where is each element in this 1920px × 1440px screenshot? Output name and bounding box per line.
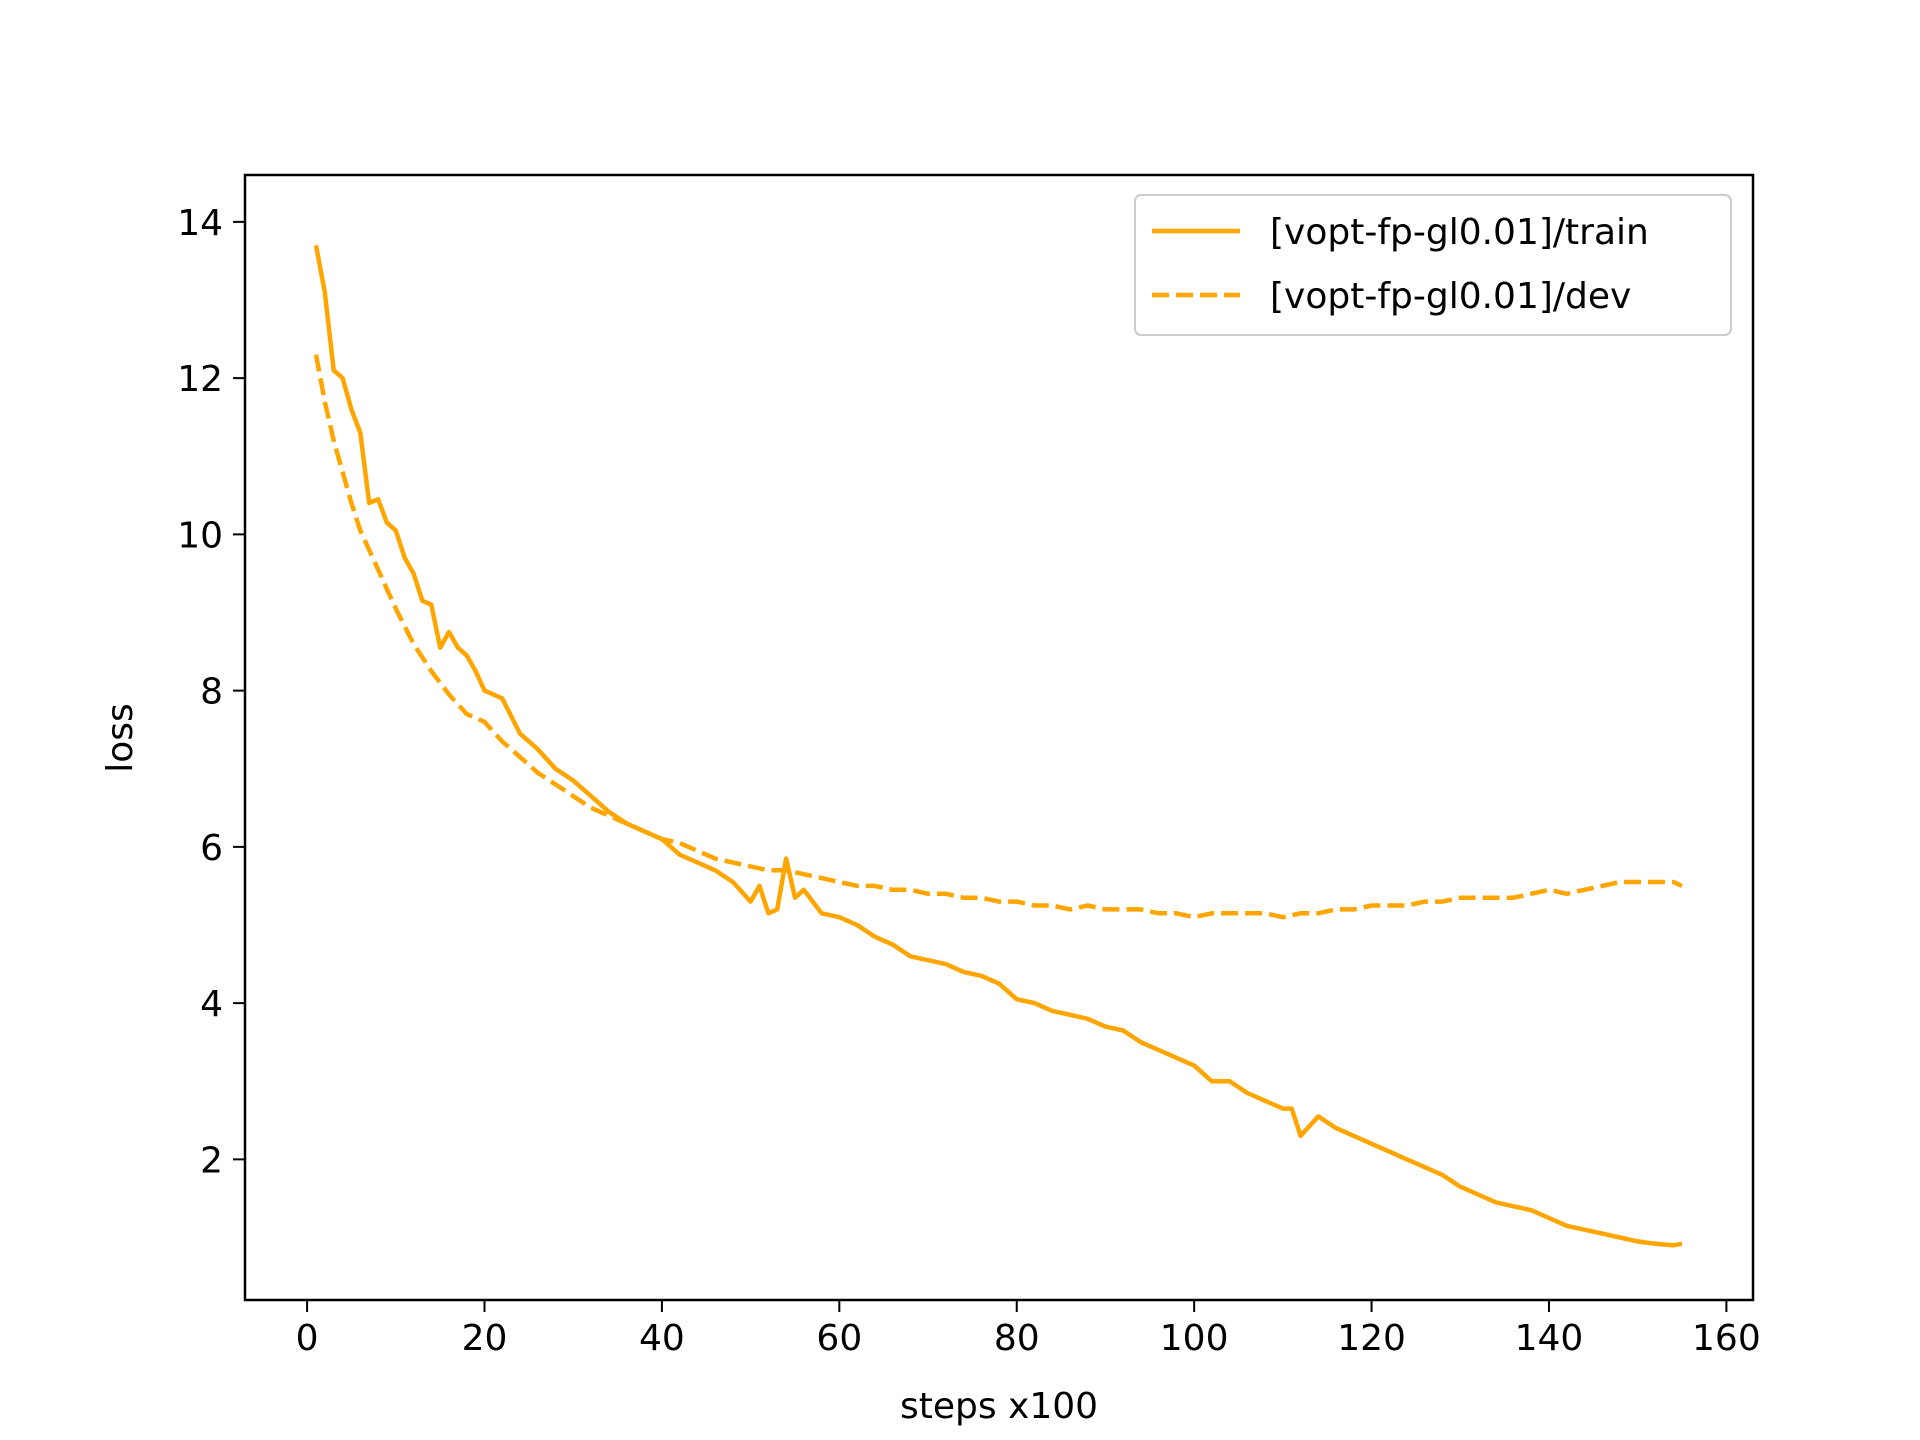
y-axis-label: loss	[100, 703, 141, 773]
y-tick-label: 14	[177, 203, 223, 244]
y-tick-label: 8	[200, 672, 223, 713]
x-tick-label: 160	[1692, 1318, 1761, 1359]
legend: [vopt-fp-gl0.01]/train [vopt-fp-gl0.01]/…	[1134, 194, 1732, 336]
y-tick-label: 12	[177, 359, 223, 400]
x-tick-label: 140	[1515, 1318, 1584, 1359]
x-tick-label: 120	[1337, 1318, 1406, 1359]
legend-box	[1134, 194, 1732, 336]
x-tick-label: 100	[1160, 1318, 1229, 1359]
x-tick-label: 20	[462, 1318, 508, 1359]
legend-label-dev: [vopt-fp-gl0.01]/dev	[1270, 276, 1631, 317]
x-tick-label: 0	[296, 1318, 319, 1359]
y-axis: 2 4 6 8 10 12 14	[177, 203, 245, 1181]
x-tick-label: 80	[994, 1318, 1040, 1359]
x-axis: 0 20 40 60 80 100 120 140 160	[296, 1300, 1761, 1359]
plot-frame	[243, 173, 1755, 1302]
series-line-train	[313, 244, 1683, 1248]
y-tick-label: 10	[177, 515, 223, 556]
legend-label-train: [vopt-fp-gl0.01]/train	[1270, 212, 1649, 253]
x-axis-label: steps x100	[900, 1386, 1098, 1427]
y-tick-label: 6	[200, 828, 223, 869]
y-tick-label: 2	[200, 1140, 223, 1181]
y-tick-label: 4	[200, 984, 223, 1025]
x-tick-label: 40	[639, 1318, 685, 1359]
plot-area	[313, 244, 1683, 1248]
x-tick-label: 60	[816, 1318, 862, 1359]
series-line-dev	[313, 354, 1683, 920]
